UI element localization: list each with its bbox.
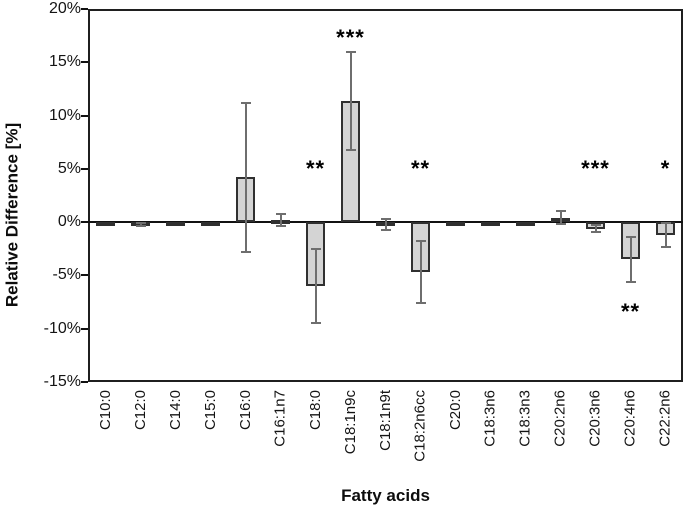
y-axis-tick-label: -15%	[43, 373, 81, 390]
error-bar-cap-bottom	[240, 250, 251, 253]
error-bar-cap-bottom	[555, 223, 566, 226]
y-axis-tick	[81, 8, 88, 10]
x-axis-label-C18:0: C18:0	[307, 390, 324, 431]
y-axis-tick	[81, 327, 88, 330]
significance-C18:0: **	[305, 155, 326, 181]
bar-C14:0	[166, 222, 185, 227]
error-bar-line	[419, 241, 422, 304]
x-axis-label-C18:3n6: C18:3n6	[482, 390, 499, 447]
x-axis-label-C22:2n6: C22:2n6	[657, 390, 674, 447]
x-axis-label-C16:1n7: C16:1n7	[272, 390, 289, 447]
error-bar-cap-top	[345, 50, 356, 53]
x-axis-label-C20:0: C20:0	[447, 390, 464, 431]
error-bar-line	[559, 211, 562, 225]
significance-C22:2n6: *	[660, 155, 671, 181]
error-bar-line	[664, 223, 667, 247]
error-bar-line	[279, 213, 282, 227]
bar-C18:3n3	[516, 222, 535, 227]
y-axis-tick-label: 0%	[57, 213, 81, 231]
error-bar-cap-bottom	[415, 302, 426, 305]
x-axis-title: Fatty acids	[341, 486, 430, 505]
error-bar-cap-bottom	[380, 228, 391, 231]
error-bar-cap-bottom	[625, 280, 636, 283]
error-bar-cap-bottom	[590, 231, 601, 234]
error-bar-cap-bottom	[345, 148, 356, 151]
x-axis-label-C20:2n6: C20:2n6	[552, 390, 569, 447]
y-axis-tick	[81, 381, 88, 383]
plot-area	[88, 9, 683, 382]
x-axis-label-C18:1n9t: C18:1n9t	[377, 390, 394, 451]
error-bar-cap-top	[275, 212, 286, 215]
significance-C20:3n6: ***	[581, 155, 610, 181]
error-bar-cap-top	[380, 217, 391, 220]
bar-C10:0	[96, 222, 115, 227]
y-axis-tick	[81, 167, 88, 170]
error-bar-cap-top	[590, 223, 601, 226]
y-axis-tick-label: 20%	[48, 0, 81, 17]
error-bar-line	[349, 51, 352, 150]
error-bar-cap-top	[310, 247, 321, 250]
error-bar-cap-bottom	[275, 225, 286, 228]
x-axis-label-C20:3n6: C20:3n6	[587, 390, 604, 447]
x-axis-label-C18:3n3: C18:3n3	[517, 390, 534, 447]
bar-C20:0	[446, 222, 465, 227]
error-bar-cap-bottom	[135, 224, 146, 227]
error-bar-cap-bottom	[660, 245, 671, 248]
y-axis-tick-label: 5%	[57, 159, 81, 177]
x-axis-label-C20:4n6: C20:4n6	[622, 390, 639, 447]
error-bar-line	[244, 102, 247, 252]
x-axis-label-C14:0: C14:0	[167, 390, 184, 431]
x-axis-label-C16:0: C16:0	[237, 390, 254, 431]
bar-C15:0	[201, 222, 220, 227]
error-bar-cap-bottom	[310, 322, 321, 325]
error-bar-line	[314, 248, 317, 324]
error-bar-cap-top	[240, 101, 251, 104]
x-axis-label-C18:1n9c: C18:1n9c	[342, 390, 359, 455]
y-axis-tick-label: -5%	[52, 266, 81, 284]
x-axis-label-C10:0: C10:0	[97, 390, 114, 431]
y-axis-tick-label: -10%	[43, 319, 81, 337]
x-axis-label-C18:2n6cc: C18:2n6cc	[412, 390, 429, 462]
error-bar-cap-top	[555, 210, 566, 213]
y-axis-tick	[81, 61, 88, 64]
y-axis-tick-label: 10%	[48, 106, 81, 124]
y-axis-tick	[81, 114, 88, 117]
error-bar-cap-top	[135, 221, 146, 224]
y-axis-tick	[81, 274, 88, 277]
significance-C18:1n9c: ***	[336, 24, 365, 50]
significance-C18:2n6cc: **	[410, 155, 431, 181]
y-axis-tick	[81, 221, 88, 224]
significance-C20:4n6: **	[620, 298, 641, 324]
error-bar-cap-top	[660, 222, 671, 225]
y-axis-tick-label: 15%	[48, 53, 81, 71]
error-bar-line	[384, 218, 387, 230]
bar-C18:3n6	[481, 222, 500, 227]
x-axis-label-C15:0: C15:0	[202, 390, 219, 431]
error-bar-line	[629, 237, 632, 282]
error-bar-line	[594, 224, 597, 233]
error-bar-cap-top	[415, 240, 426, 243]
error-bar-cap-top	[625, 236, 636, 239]
error-bar-line	[139, 222, 142, 226]
x-axis-label-C12:0: C12:0	[132, 390, 149, 431]
